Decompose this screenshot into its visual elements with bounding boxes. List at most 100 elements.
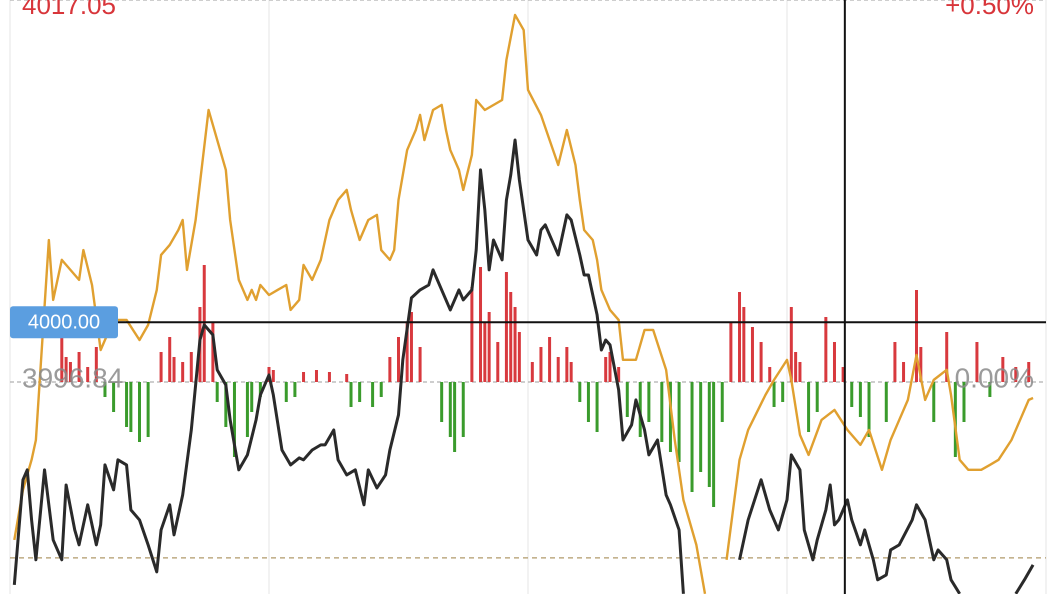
flow-bar [556,357,560,382]
flow-bar [448,382,452,437]
flow-bar [668,382,672,452]
flow-bar [832,342,836,382]
flow-bar [314,370,318,382]
flow-bar [707,382,711,487]
flow-bar [181,362,185,382]
flow-bar [168,337,172,382]
flow-bar [327,372,331,382]
flow-bar [112,382,116,412]
flow-bar [405,322,409,382]
flow-bar [64,357,68,382]
flow-bar [759,342,763,382]
flow-bar [94,347,98,382]
flow-bar [945,332,949,382]
flow-bar [677,382,681,462]
flow-bar [250,382,254,412]
flow-bar [530,362,534,382]
flow-bar [841,367,845,382]
flow-bar [129,382,133,432]
flow-bar [962,382,966,422]
flow-bar [690,382,694,492]
flow-bar [1027,362,1031,382]
flow-bar [211,322,215,382]
flow-bar [271,370,275,382]
flow-bar [397,337,400,382]
flow-bar [625,382,629,417]
price-line [1014,564,1035,594]
flow-bar [738,292,742,382]
flow-bar [915,290,918,382]
y-tick-label: 3996.84 [22,362,123,393]
flow-bar [453,382,457,452]
flow-bar [487,312,491,382]
flow-bar [513,307,517,382]
flow-bar [86,367,90,382]
flow-bar [479,267,483,382]
flow-bar [824,317,828,382]
flow-bar [1014,367,1018,382]
flow-bar [345,374,349,382]
flow-bar [189,352,193,382]
flow-bar [768,367,772,382]
flow-bar [224,382,228,427]
flow-bar [798,362,802,382]
flow-bar [604,357,608,382]
flow-bar [699,382,703,472]
crosshair-label: 4000.00 [28,312,100,334]
flow-bar [418,347,422,382]
flow-bar [284,382,288,402]
flow-bar [932,382,936,422]
flow-bar [483,322,487,382]
flow-bar [850,382,854,407]
flow-bar [884,382,888,422]
flow-bar [647,382,651,422]
flow-bar [258,382,262,397]
flow-bar [919,347,923,382]
flow-bar [159,352,163,382]
flow-bar [409,312,413,382]
flow-bar [146,382,150,437]
flow-bar [379,382,383,397]
flow-bar [988,382,992,397]
flow-bar [461,382,465,437]
flow-bar [215,382,219,402]
flow-bar [807,382,811,432]
flow-bar [569,362,573,382]
flow-bar [302,372,306,382]
flow-bar [77,352,81,382]
flow-bar [565,347,569,382]
flow-bar [103,382,107,397]
flow-bar [504,272,508,382]
flow-bar [720,382,724,422]
flow-bar [794,352,798,382]
flow-bar [371,382,375,407]
flow-bar [509,292,513,382]
flow-bar [729,322,733,382]
flow-bar [245,382,249,437]
flow-bar [660,382,664,442]
flow-bar [789,307,793,382]
flow-bar [712,382,716,507]
flow-bar [867,382,871,437]
flow-bar [440,382,444,422]
flow-bar [742,307,746,382]
flow-bar [388,357,392,382]
price-line [738,453,961,594]
flow-bar [172,357,176,382]
price-line [725,353,1034,560]
flow-bar [1001,357,1005,382]
flow-bar [548,337,552,382]
flow-bar [125,382,129,427]
flow-bar [539,347,543,382]
y2-tick-label: +0.50% [945,0,1034,20]
flow-bar [781,382,785,402]
flow-bar [496,342,500,382]
flow-bar [68,362,72,382]
flow-bar [750,327,754,382]
flow-bar [975,342,979,382]
flow-bar [586,382,590,422]
flow-bar [232,382,236,457]
flow-bar [595,382,599,432]
